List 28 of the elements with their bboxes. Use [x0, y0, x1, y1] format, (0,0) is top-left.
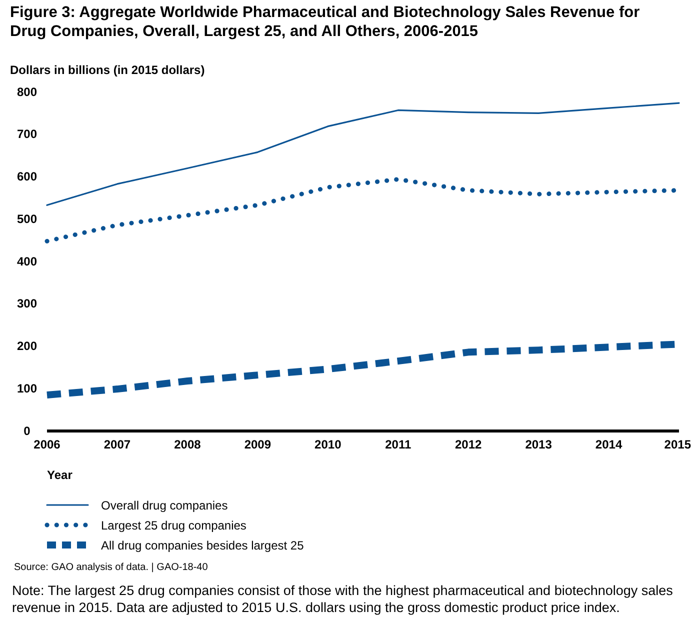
chart-title: Figure 3: Aggregate Worldwide Pharmaceutical and Biotechnology Sales Revenue for Drug Companies, Overall, Largest 25, and All Others, 2006-2015: [10, 4, 640, 40]
x-tick-label: 2015: [664, 438, 692, 452]
x-tick-label: 2007: [104, 438, 131, 452]
text: Note: The largest 25 drug companies consist of those with the highest pharmaceutical and biotechnology sales revenue in 2015. Data are adjusted to 2015 U.S. dollars using the gross domestic product price index.: [12, 583, 674, 615]
legend-label: Overall drug companies: [101, 498, 228, 512]
y-tick-label: 100: [16, 381, 38, 396]
y-tick-label: 600: [16, 170, 38, 184]
y-tick-label: 200: [16, 339, 38, 354]
x-tick-label: 2011: [385, 438, 412, 452]
x-tick-label: 2014: [595, 438, 622, 452]
x-tick-label: 2013: [525, 438, 552, 452]
x-axis-title: Year: [47, 468, 73, 482]
x-tick-label: 2008: [174, 438, 202, 452]
x-tick-label: 2010: [314, 438, 342, 452]
y-tick-label: 700: [16, 127, 38, 142]
line-series: [46, 102, 680, 206]
y-tick-label: 300: [16, 296, 38, 311]
legend-label: Largest 25 drug companies: [101, 518, 246, 532]
x-tick-label: 2009: [244, 438, 272, 452]
legend-label: All drug companies besides largest 25: [101, 538, 304, 552]
x-tick-label: 2006: [34, 438, 61, 452]
y-tick-label: 0: [24, 424, 31, 438]
y-tick-label: 400: [16, 254, 38, 268]
y-tick-label: 500: [16, 212, 38, 226]
y-axis-title: Dollars in billions (in 2015 dollars): [10, 63, 205, 77]
x-tick-label: 2012: [454, 438, 482, 452]
y-tick-label: 800: [16, 84, 38, 99]
source-note: Source: GAO analysis of data. | GAO-18-40: [14, 562, 208, 573]
